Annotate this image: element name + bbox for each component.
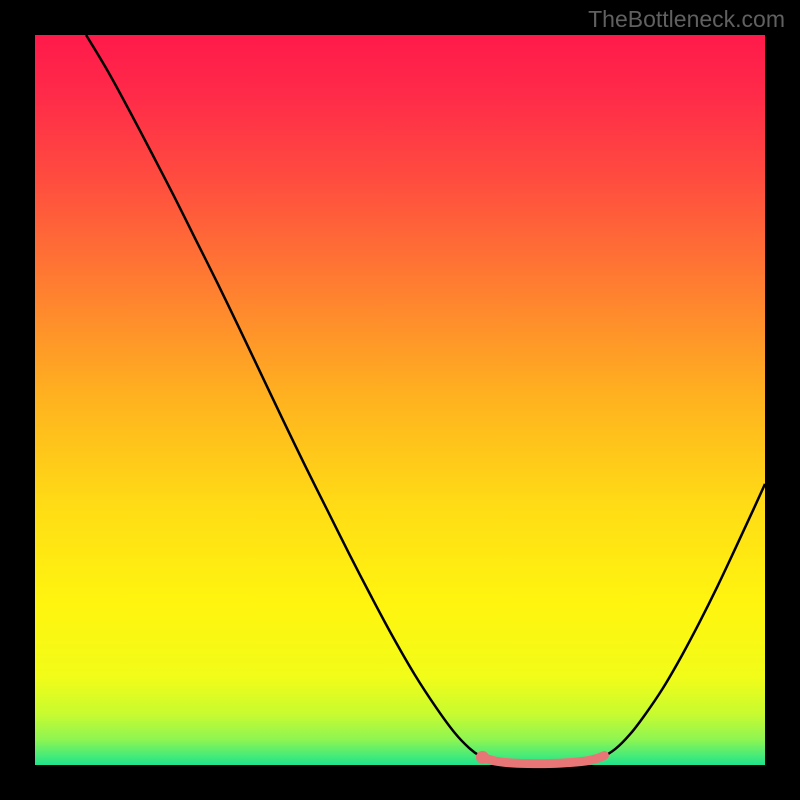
marker-point [476,751,489,764]
chart-container: TheBottleneck.com [0,0,800,800]
watermark-text: TheBottleneck.com [588,6,785,33]
bottleneck-chart [0,0,800,800]
plot-background [35,35,765,765]
